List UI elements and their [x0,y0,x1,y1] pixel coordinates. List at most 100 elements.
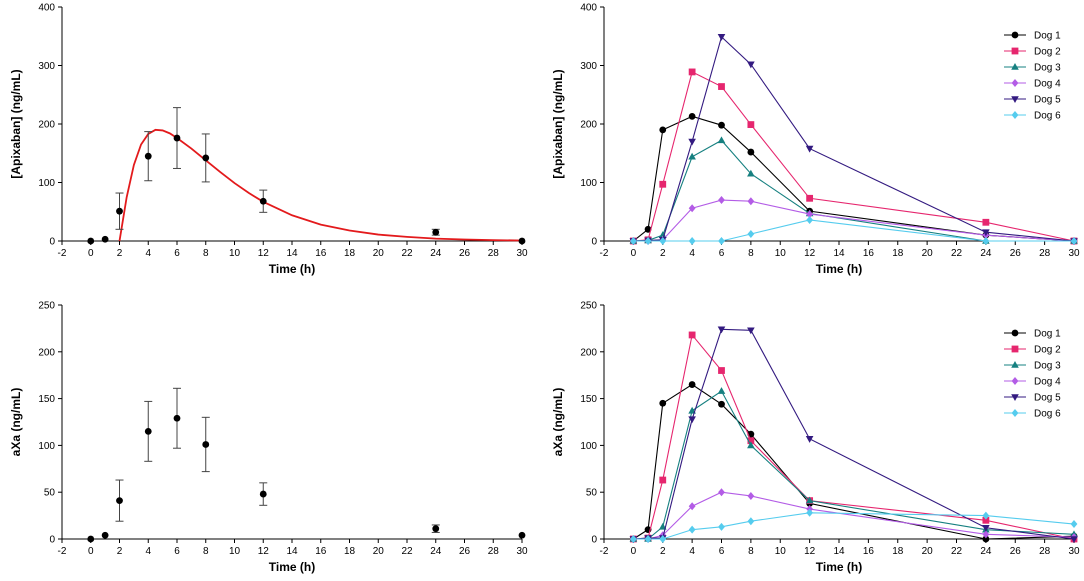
data-point [747,121,755,128]
y-tick-label: 250 [580,301,597,312]
y-tick-label: 400 [38,3,55,14]
legend-marker [1011,409,1019,417]
x-tick-label: 4 [145,546,151,557]
x-tick-label: 2 [117,248,123,259]
x-tick-label: 18 [892,546,904,557]
x-tick-label: 4 [689,248,695,259]
data-point [806,194,814,202]
data-point [87,237,95,245]
y-axis-label: aXa (ng/mL) [551,388,565,457]
y-tick-label: 300 [580,61,597,72]
series-line [633,139,1074,242]
x-tick-label: 18 [344,546,356,557]
data-point [982,218,990,226]
data-point [718,121,725,129]
data-point [982,530,990,539]
x-axis-label: Time (h) [816,262,862,276]
data-point [688,112,696,120]
data-point [718,196,725,205]
data-point [1070,237,1078,245]
x-tick-label: 14 [286,248,298,259]
series-line [633,491,1075,540]
x-tick-label: 28 [488,248,500,259]
x-tick-label: 10 [229,546,241,557]
data-point [659,126,667,134]
legend-marker [1011,111,1019,119]
series-dog-2 [629,68,1078,245]
legend-label: Dog 3 [1034,63,1061,74]
data-point [982,524,990,532]
x-tick-label: 14 [286,546,298,557]
data-point [658,231,667,238]
y-tick-label: 50 [586,488,598,499]
data-point [806,210,814,219]
x-axis-label: Time (h) [269,262,315,276]
x-tick-label: 8 [748,546,754,557]
data-point [982,511,990,520]
series-dog-2 [629,331,1078,543]
x-tick-label: -2 [58,248,67,259]
data-point [688,204,696,213]
data-point [87,535,95,543]
x-tick-label: 26 [1010,546,1022,557]
y-tick-label: 0 [49,535,55,546]
data-point [718,237,725,245]
x-tick-label: 26 [459,248,471,259]
x-tick-label: 22 [401,546,413,557]
legend-marker [1011,31,1019,39]
y-tick-label: 150 [580,394,597,405]
data-point [101,235,109,243]
y-axis-label: [Apixaban] (ng/mL) [551,69,565,178]
y-tick-label: 50 [44,488,56,499]
y-tick-label: 0 [591,535,597,546]
x-tick-label: 12 [804,546,816,557]
x-tick-label: 22 [951,546,963,557]
y-tick-label: 200 [38,347,55,358]
x-tick-label: 6 [174,248,180,259]
data-point [806,508,814,517]
x-tick-label: 10 [775,546,787,557]
data-point [659,476,667,484]
x-tick-label: 26 [459,546,471,557]
x-tick-label: 4 [689,546,695,557]
series-dog-5 [629,326,1078,543]
x-tick-label: 10 [229,248,241,259]
x-tick-label: 14 [833,248,845,259]
chart-axa-individual-dogs: -2 0 2 4 6 8 10 12 14 16 18 20 22 24 26 28 3005010015020… [551,301,1080,575]
data-point [688,138,696,146]
x-tick-label: -2 [600,248,609,259]
x-tick-label: 24 [980,248,992,259]
data-point [805,496,814,504]
series-line [633,71,1075,242]
y-tick-label: 200 [580,120,597,131]
data-point [747,197,755,206]
data-point [101,531,109,539]
data-point [658,522,667,530]
legend-marker [1011,96,1019,103]
x-tick-label: 30 [516,546,528,557]
series-dog-6 [629,215,1078,245]
data-point [644,535,652,543]
data-point [806,215,814,224]
data-point [747,229,755,238]
x-tick-label: 12 [804,248,816,259]
data-point [747,437,755,445]
x-tick-label: 28 [1039,546,1051,557]
x-tick-label: 30 [1068,546,1080,557]
x-tick-label: 24 [430,546,442,557]
legend-marker [1011,361,1019,368]
legend-label: Dog 6 [1034,409,1061,420]
x-axis-label: Time (h) [269,560,315,574]
legend-label: Dog 1 [1034,31,1061,42]
x-tick-label: 8 [203,248,209,259]
x-tick-label: 28 [1039,248,1051,259]
legend-marker [1011,329,1019,337]
data-point [173,134,181,142]
data-point [718,400,725,408]
data-point [629,237,637,245]
y-axis-label: [Apixaban] (ng/mL) [9,69,23,178]
data-point [718,522,725,531]
y-tick-label: 100 [580,178,597,189]
legend-label: Dog 1 [1034,329,1061,340]
chart-apixaban-mean: -2 0 2 4 6 8 10 12 14 16 18 20 22 24 26 28 3001002003004… [9,3,528,277]
